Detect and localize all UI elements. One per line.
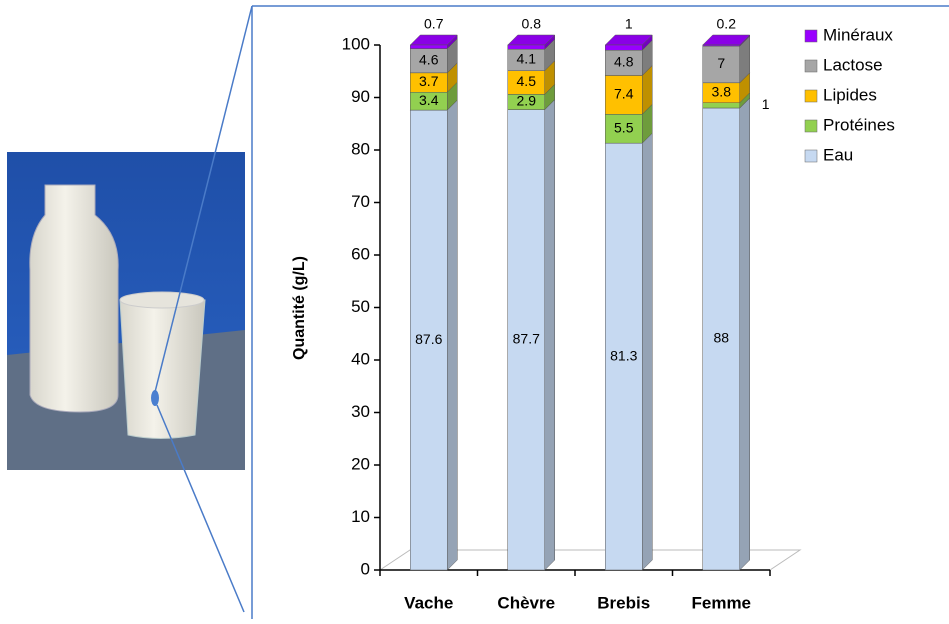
y-tick-label: 30 — [351, 402, 370, 421]
data-label: 0.8 — [522, 16, 542, 32]
data-label: 3.8 — [712, 83, 732, 99]
data-label: 3.7 — [419, 73, 439, 89]
bar-side — [642, 132, 653, 571]
data-label: 87.7 — [513, 330, 540, 346]
legend-label: Minéraux — [823, 25, 893, 44]
y-tick-label: 10 — [351, 507, 370, 526]
photo — [7, 152, 245, 470]
data-label: 7 — [717, 55, 725, 71]
y-tick-label: 50 — [351, 297, 370, 316]
legend-label: Eau — [823, 145, 853, 164]
data-label: 1 — [625, 16, 633, 32]
x-tick-label: Chèvre — [497, 593, 555, 612]
y-tick-label: 20 — [351, 454, 370, 473]
bar — [605, 142, 643, 571]
y-tick-label: 40 — [351, 349, 370, 368]
bar-side — [544, 98, 555, 571]
bar — [507, 109, 545, 571]
data-label: 2.9 — [517, 93, 537, 109]
data-label: 0.7 — [424, 16, 444, 32]
y-tick-label: 80 — [351, 139, 370, 158]
data-label: 4.1 — [517, 51, 537, 67]
bar-side — [447, 99, 458, 571]
y-tick-label: 60 — [351, 244, 370, 263]
bar — [410, 109, 448, 571]
bar — [702, 44, 740, 47]
y-tick-label: 70 — [351, 192, 370, 211]
bar — [605, 44, 643, 51]
legend-label: Lipides — [823, 85, 877, 104]
legend-swatch — [804, 59, 818, 73]
data-label: 4.5 — [517, 73, 537, 89]
x-tick-label: Femme — [691, 593, 751, 612]
x-tick-label: Brebis — [597, 593, 650, 612]
data-label: 1 — [762, 96, 770, 112]
bar — [410, 44, 448, 49]
zoom-lines — [154, 5, 949, 619]
data-label: 7.4 — [614, 86, 634, 102]
legend-swatch — [804, 149, 818, 163]
bar — [702, 102, 740, 109]
bar — [605, 50, 643, 76]
bar — [507, 44, 545, 50]
y-tick-label: 0 — [361, 559, 370, 578]
bar — [605, 114, 643, 144]
y-tick-label: 90 — [351, 87, 370, 106]
data-label: 5.5 — [614, 119, 634, 135]
legend-swatch — [804, 29, 818, 43]
data-label: 4.8 — [614, 54, 634, 70]
bar — [702, 107, 740, 571]
data-label: 81.3 — [610, 347, 637, 363]
legend-swatch — [804, 119, 818, 133]
x-tick-label: Vache — [404, 593, 453, 612]
legend-label: Protéines — [823, 115, 895, 134]
legend-label: Lactose — [823, 55, 883, 74]
data-label: 87.6 — [415, 331, 442, 347]
bar-side — [739, 97, 750, 571]
bar — [702, 45, 740, 84]
data-label: 3.4 — [419, 92, 439, 108]
y-axis-label: Quantité (g/L) — [291, 256, 308, 360]
bar — [410, 48, 448, 74]
legend-swatch — [804, 89, 818, 103]
data-label: 4.6 — [419, 51, 439, 67]
data-label: 88 — [713, 330, 729, 346]
y-tick-label: 100 — [342, 34, 370, 53]
data-label: 0.2 — [717, 16, 737, 32]
bar — [605, 75, 643, 115]
